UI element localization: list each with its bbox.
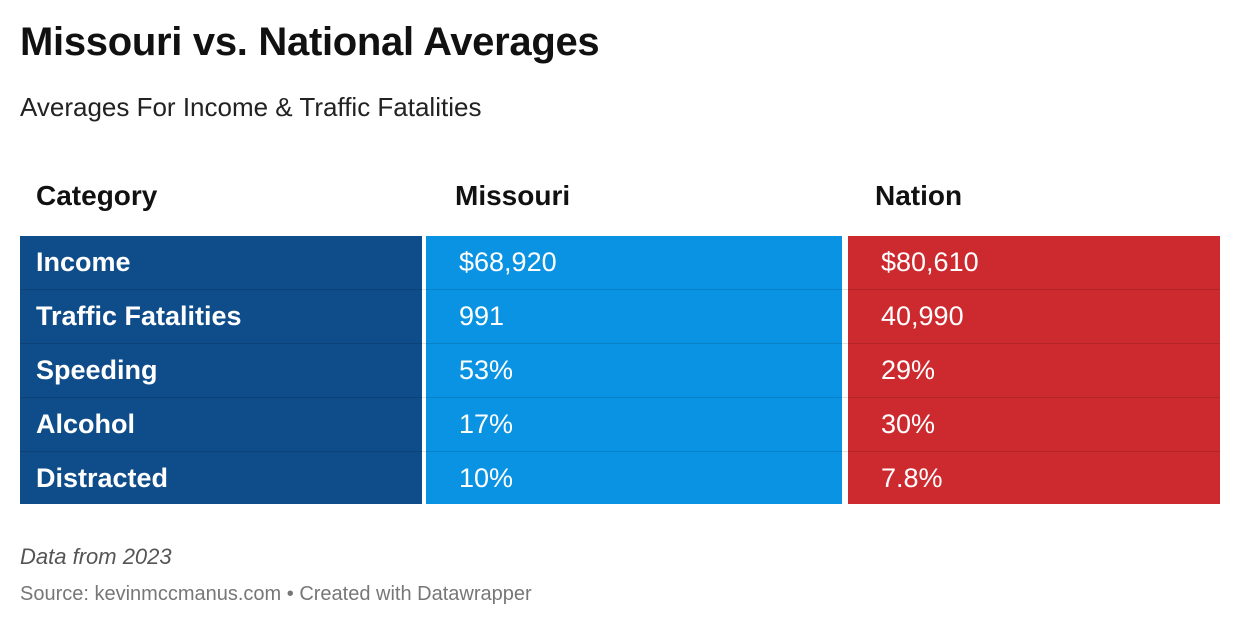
nation-value-cell: $80,610 [881,247,979,277]
nation-value-cell: 7.8% [881,463,943,493]
column-header-nation: Nation [875,180,963,211]
missouri-value-cell: 53% [459,355,514,385]
column-header-missouri: Missouri [455,180,571,211]
table-body: Income $68,920 $80,610 Traffic Fatalities 99… [20,236,1220,504]
data-note: Data from 2023 [20,544,172,569]
row-divider [20,343,1220,344]
chart-title: Missouri vs. National Averages [20,20,600,64]
comparison-table: Category Missouri Nation Income $68,920 $8… [20,176,1220,504]
category-cell: Alcohol [36,409,135,439]
nation-value-cell: 30% [881,409,936,439]
missouri-value-cell: 10% [459,463,514,493]
table-row: Income $68,920 $80,610 [20,236,1220,290]
chart-subtitle: Averages For Income & Traffic Fatalities [20,92,482,122]
table-row: Speeding 53% 29% [20,344,1220,398]
category-column-background [20,236,422,504]
category-cell: Speeding [36,355,158,385]
category-cell: Traffic Fatalities [36,301,242,331]
row-divider [20,289,1220,290]
category-cell: Income [36,247,131,277]
table-row: Traffic Fatalities 991 40,990 [20,290,1220,344]
missouri-column-background [426,236,842,504]
missouri-value-cell: 991 [459,301,505,331]
table-row: Distracted 10% 7.8% [20,452,1220,506]
table-row: Alcohol 17% 30% [20,398,1220,452]
nation-value-cell: 40,990 [881,301,964,331]
table-header-row: Category Missouri Nation [20,176,1220,236]
nation-value-cell: 29% [881,355,936,385]
missouri-value-cell: $68,920 [459,247,557,277]
column-header-category: Category [36,180,158,211]
missouri-value-cell: 17% [459,409,514,439]
nation-column-background [848,236,1220,504]
row-divider [20,451,1220,452]
source-credit: Source: kevinmccmanus.com • Created with… [20,583,532,605]
category-cell: Distracted [36,463,169,493]
row-divider [20,397,1220,398]
